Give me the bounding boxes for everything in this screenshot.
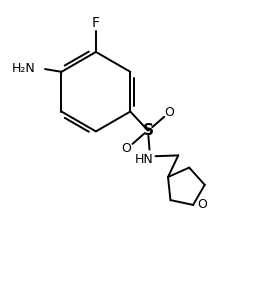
Text: HN: HN <box>135 153 154 166</box>
Text: O: O <box>197 198 207 211</box>
Text: H₂N: H₂N <box>12 62 35 75</box>
Text: F: F <box>92 16 100 30</box>
Text: O: O <box>121 142 131 155</box>
Text: S: S <box>143 123 154 138</box>
Text: O: O <box>165 106 175 119</box>
